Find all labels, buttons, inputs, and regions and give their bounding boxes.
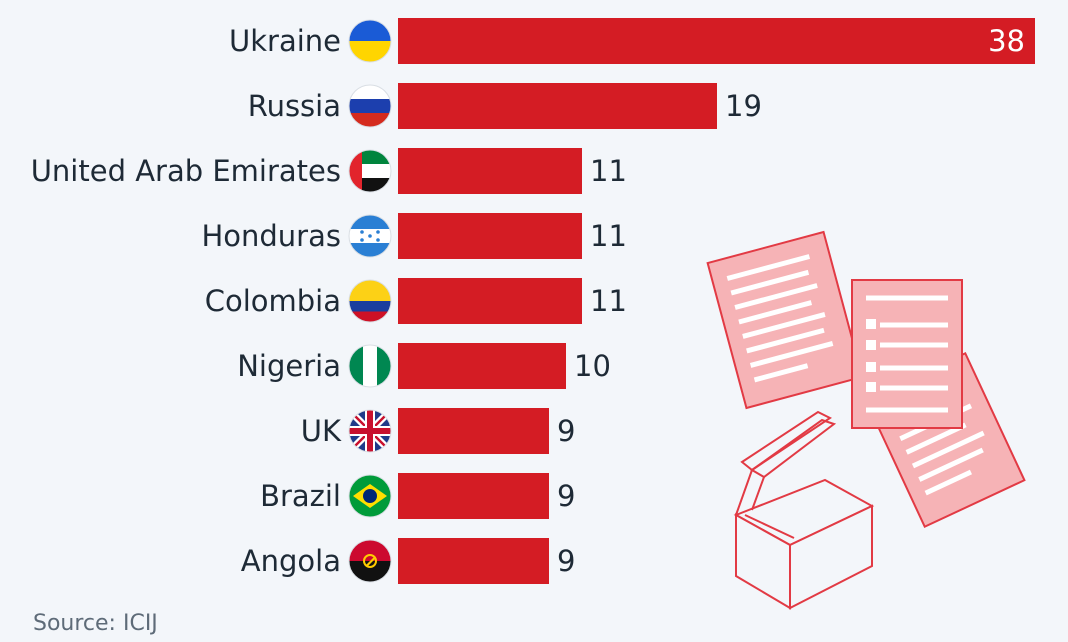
category-label: Nigeria xyxy=(237,349,341,383)
uae-flag-icon xyxy=(348,149,392,193)
category-label: Honduras xyxy=(201,219,341,253)
source-note: Source: ICIJ xyxy=(33,611,158,636)
bar-uk xyxy=(398,408,549,454)
documents-box-illustration xyxy=(706,230,1026,610)
bar-ukraine xyxy=(398,18,1035,64)
value-label: 11 xyxy=(590,154,627,188)
category-label: United Arab Emirates xyxy=(31,154,341,188)
bar-russia xyxy=(398,83,717,129)
ukraine-flag-icon xyxy=(348,19,392,63)
category-label: UK xyxy=(301,414,342,448)
bar-honduras xyxy=(398,213,582,259)
category-label: Brazil xyxy=(260,479,341,513)
nigeria-flag-icon xyxy=(348,344,392,388)
bar-brazil xyxy=(398,473,549,519)
open-box-icon xyxy=(733,410,875,610)
value-label: 9 xyxy=(557,479,575,513)
bars-layer: Ukraine 38 Russia 19 United Arab Emirates 11 H… xyxy=(31,18,1035,584)
value-label: 11 xyxy=(590,219,627,253)
honduras-flag-icon xyxy=(348,214,392,258)
colombia-flag-icon xyxy=(348,279,392,323)
form-document-icon xyxy=(851,279,963,429)
category-label: Ukraine xyxy=(229,24,341,58)
brazil-flag-icon xyxy=(348,474,392,518)
category-label: Angola xyxy=(241,544,341,578)
category-label: Russia xyxy=(248,89,341,123)
category-label: Colombia xyxy=(205,284,341,318)
value-label: 38 xyxy=(988,24,1025,58)
value-label: 9 xyxy=(557,414,575,448)
uk-flag-icon xyxy=(348,409,392,453)
bar-colombia xyxy=(398,278,582,324)
document-icon xyxy=(706,230,864,410)
value-label: 10 xyxy=(574,349,611,383)
bar-angola xyxy=(398,538,549,584)
bar-united-arab-emirates xyxy=(398,148,582,194)
value-label: 11 xyxy=(590,284,627,318)
russia-flag-icon xyxy=(348,84,392,128)
bar-nigeria xyxy=(398,343,566,389)
value-label: 9 xyxy=(557,544,575,578)
value-label: 19 xyxy=(725,89,762,123)
angola-flag-icon xyxy=(348,539,392,583)
